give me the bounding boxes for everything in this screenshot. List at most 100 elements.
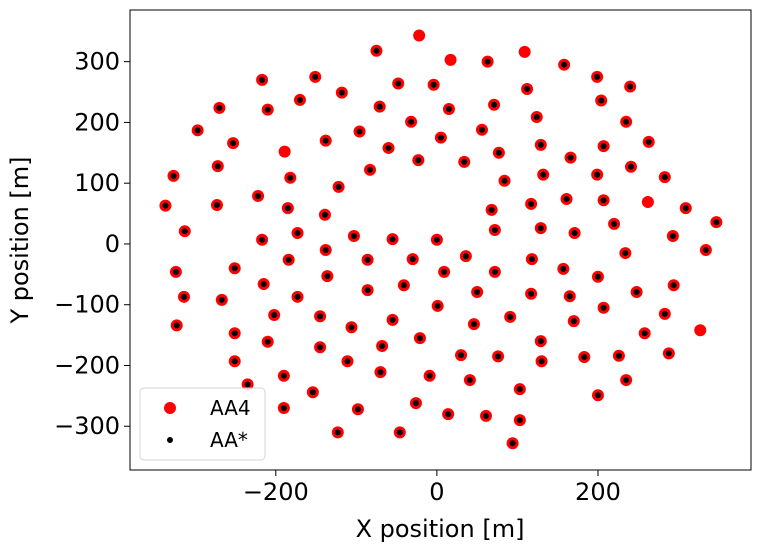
data-point	[231, 358, 238, 365]
data-point	[317, 313, 324, 320]
data-point	[437, 134, 444, 141]
plot-frame	[129, 9, 752, 471]
data-point	[356, 128, 363, 135]
y-tick-label: 200	[74, 108, 120, 136]
data-point	[426, 372, 433, 379]
data-point	[385, 144, 392, 151]
data-point	[633, 288, 640, 295]
data-point	[623, 118, 630, 125]
x-axis-label: X position [m]	[356, 515, 525, 543]
data-point	[445, 411, 452, 418]
data-point	[470, 321, 477, 328]
data-point	[231, 330, 238, 337]
data-point	[682, 205, 689, 212]
legend-marker	[164, 402, 176, 414]
x-tick-label: −200	[243, 478, 309, 506]
data-point	[528, 200, 535, 207]
data-point	[670, 282, 677, 289]
data-point	[389, 316, 396, 323]
data-point	[379, 343, 386, 350]
data-point	[518, 45, 531, 58]
data-point	[255, 192, 262, 199]
data-point	[344, 358, 351, 365]
data-point	[495, 353, 502, 360]
data-point	[516, 386, 523, 393]
data-point	[484, 58, 491, 65]
data-point	[244, 381, 251, 388]
data-point	[501, 177, 508, 184]
data-point	[524, 85, 531, 92]
data-point	[600, 304, 607, 311]
y-tick-label: 0	[105, 230, 120, 258]
data-point	[284, 205, 291, 212]
data-point	[434, 302, 441, 309]
data-point	[181, 228, 188, 235]
data-point	[264, 338, 271, 345]
data-point	[488, 206, 495, 213]
data-point	[528, 290, 535, 297]
data-point	[230, 140, 237, 147]
data-point	[415, 157, 422, 164]
data-point	[260, 281, 267, 288]
data-point	[172, 268, 179, 275]
data-point	[495, 149, 502, 156]
data-point	[338, 89, 345, 96]
data-point	[641, 330, 648, 337]
data-point	[287, 174, 294, 181]
data-point	[259, 236, 266, 243]
data-point	[373, 47, 380, 54]
data-point	[491, 101, 498, 108]
data-point	[600, 197, 607, 204]
data-point	[412, 400, 419, 407]
data-point	[594, 273, 601, 280]
data-point	[321, 211, 328, 218]
data-point	[458, 352, 465, 359]
data-point	[600, 143, 607, 150]
data-point	[376, 103, 383, 110]
data-point	[563, 195, 570, 202]
data-point	[537, 225, 544, 232]
y-tick-label: 300	[74, 48, 120, 76]
data-point	[280, 372, 287, 379]
data-point	[322, 137, 329, 144]
data-point	[350, 233, 357, 240]
data-point	[598, 97, 605, 104]
y-tick-label: 100	[74, 169, 120, 197]
data-point	[461, 158, 468, 165]
data-point	[213, 202, 220, 209]
data-point	[322, 247, 329, 254]
data-point	[294, 293, 301, 300]
data-point	[218, 296, 225, 303]
data-point	[533, 113, 540, 120]
data-point	[285, 256, 292, 263]
data-point	[491, 226, 498, 233]
x-tick-label: 0	[429, 478, 444, 506]
data-point	[581, 353, 588, 360]
data-point	[669, 233, 676, 240]
data-point	[395, 80, 402, 87]
data-point	[400, 282, 407, 289]
data-point	[348, 324, 355, 331]
data-point	[594, 171, 601, 178]
data-point	[389, 236, 396, 243]
data-point	[561, 61, 568, 68]
data-point	[444, 53, 457, 66]
data-point	[433, 236, 440, 243]
data-point	[408, 118, 415, 125]
x-tick-label: 200	[575, 478, 621, 506]
data-point	[335, 183, 342, 190]
data-point	[483, 412, 490, 419]
data-point	[560, 265, 567, 272]
data-point	[231, 265, 238, 272]
data-point	[478, 126, 485, 133]
data-point	[271, 312, 278, 319]
data-point	[509, 440, 516, 447]
data-point	[516, 417, 523, 424]
data-point	[364, 287, 371, 294]
data-point	[264, 106, 271, 113]
legend-marker	[167, 437, 173, 443]
data-point	[665, 350, 672, 357]
data-point	[623, 377, 630, 384]
data-point	[615, 352, 622, 359]
